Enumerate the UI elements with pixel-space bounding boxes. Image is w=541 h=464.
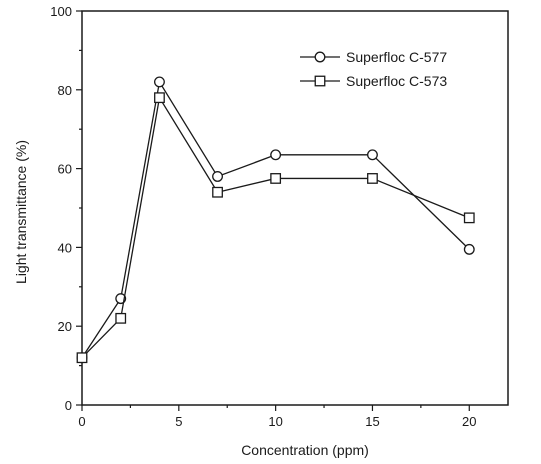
y-tick-label: 60 (58, 162, 72, 177)
square-marker (154, 92, 165, 104)
y-tick-label: 100 (50, 4, 72, 19)
square-marker (270, 173, 282, 184)
legend-label: Superfloc C-573 (346, 73, 447, 89)
legend-circle-marker (314, 51, 326, 63)
circle-marker (463, 243, 475, 255)
x-axis-title: Concentration (ppm) (241, 442, 369, 458)
legend-label: Superfloc C-577 (346, 49, 447, 65)
y-tick-label: 20 (58, 319, 72, 334)
series-2 (76, 92, 475, 364)
x-tick-label: 20 (462, 414, 476, 429)
square-marker (367, 173, 378, 184)
square-marker (115, 312, 127, 324)
circle-marker (270, 149, 282, 161)
circle-marker (154, 76, 165, 88)
y-tick-label: 80 (58, 83, 72, 98)
series-line (81, 95, 470, 359)
x-tick-label: 5 (175, 414, 182, 429)
x-axis-ticks: 0 5 10 15 20 (78, 405, 477, 429)
legend-square-marker (314, 75, 326, 87)
y-axis-title: Light transmittance (%) (13, 140, 29, 284)
circle-marker (367, 149, 378, 161)
x-tick-label: 0 (78, 414, 85, 429)
x-tick-label: 15 (365, 414, 379, 429)
series-1 (76, 76, 475, 364)
square-marker (463, 212, 475, 224)
circle-marker (212, 171, 223, 182)
legend: Superfloc C-577 Superfloc C-573 (300, 49, 447, 89)
legend-item: Superfloc C-573 (300, 73, 447, 89)
x-tick-label: 10 (268, 414, 282, 429)
y-tick-label: 0 (65, 398, 72, 413)
y-tick-label: 40 (58, 240, 72, 255)
series-layer (76, 76, 475, 364)
series-line (81, 80, 470, 359)
y-axis-ticks: 0 20 40 60 80 100 (50, 4, 82, 413)
square-marker (76, 352, 88, 364)
square-marker (212, 186, 223, 198)
legend-item: Superfloc C-577 (300, 49, 447, 65)
